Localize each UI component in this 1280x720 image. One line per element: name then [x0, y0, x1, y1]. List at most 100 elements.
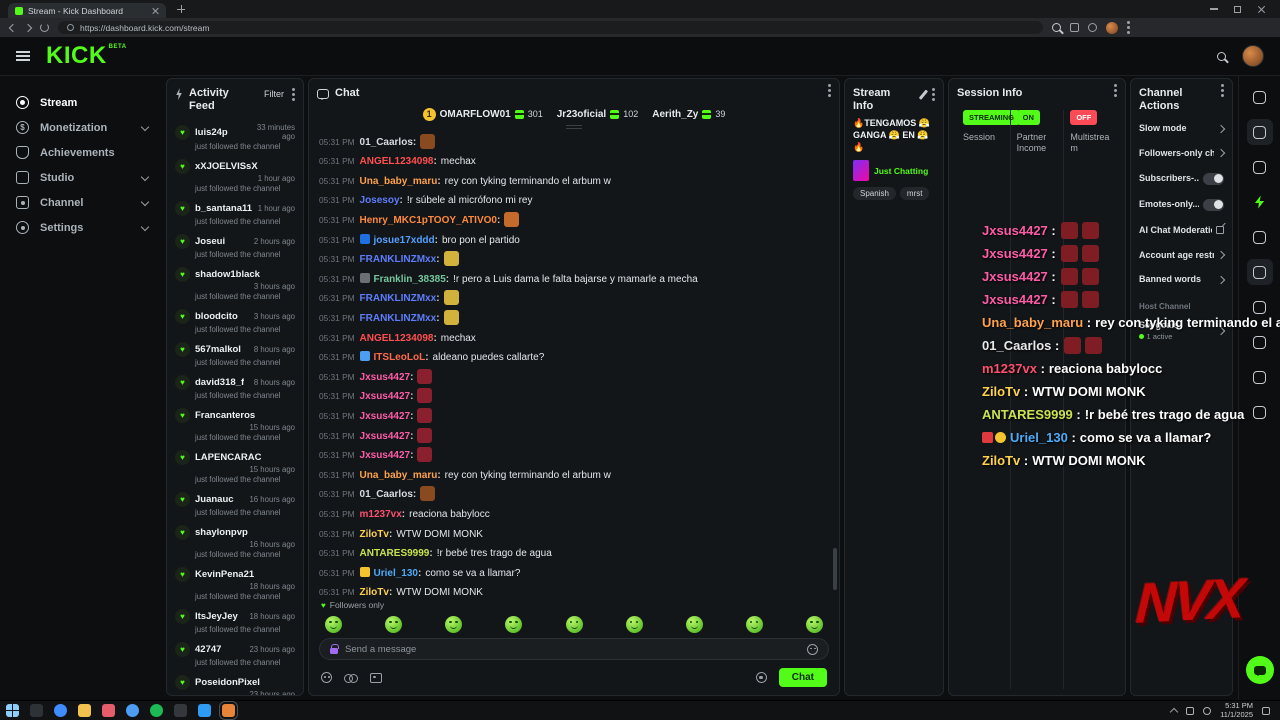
- message-username[interactable]: ANGEL1234098: [360, 333, 441, 344]
- activity-item[interactable]: 567malkol 8 hours ago just followed the …: [175, 339, 295, 370]
- notifications-icon[interactable]: [1262, 706, 1270, 715]
- follower-name[interactable]: b_santana11: [195, 203, 253, 215]
- message-input[interactable]: [345, 643, 800, 655]
- quick-emote-icon[interactable]: [325, 615, 342, 633]
- message-username[interactable]: Jxsus4427: [360, 411, 418, 422]
- vscode-icon[interactable]: [198, 704, 211, 717]
- activity-item[interactable]: shaylonpvp 16 hours ago just followed th…: [175, 522, 295, 562]
- mail-icon[interactable]: [102, 704, 115, 717]
- browser-active-icon[interactable]: [219, 701, 238, 720]
- edge-icon[interactable]: [54, 704, 67, 717]
- browser-search-icon[interactable]: [1052, 23, 1061, 32]
- community-icon[interactable]: [1247, 399, 1273, 425]
- leaderboard-name[interactable]: OMARFLOW01: [439, 108, 511, 120]
- channel-action-row[interactable]: Banned words: [1131, 267, 1232, 292]
- toggle-switch[interactable]: [1203, 198, 1224, 211]
- session-column-label[interactable]: Session: [963, 131, 996, 142]
- quick-emote-icon[interactable]: [745, 615, 763, 633]
- quick-emote-icon[interactable]: [505, 615, 523, 633]
- emote-menu-icon[interactable]: [321, 672, 332, 683]
- search-icon[interactable]: [30, 704, 43, 717]
- browser-menu-icon[interactable]: [1127, 26, 1130, 29]
- message-username[interactable]: Franklin_38385: [374, 274, 454, 285]
- quick-emote-icon[interactable]: [685, 615, 703, 633]
- quick-emote-icon[interactable]: [445, 615, 463, 633]
- follower-name[interactable]: ItsJeyJey: [195, 611, 238, 623]
- message-username[interactable]: FRANKLINZMxx: [360, 313, 444, 324]
- activity-item[interactable]: Juanauc 16 hours ago just followed the c…: [175, 489, 295, 520]
- message-username[interactable]: Una_baby_maru: [360, 176, 445, 187]
- close-icon[interactable]: [1257, 5, 1266, 14]
- reload-icon[interactable]: [40, 23, 49, 32]
- url-bar[interactable]: https://dashboard.kick.com/stream: [58, 21, 1043, 34]
- follower-name[interactable]: PoseidonPixel: [195, 677, 260, 689]
- emoji-picker-icon[interactable]: [807, 643, 818, 655]
- tray-expand-icon[interactable]: [1169, 707, 1179, 716]
- follower-name[interactable]: bloodcito: [195, 311, 238, 323]
- tab-close-icon[interactable]: [151, 7, 159, 15]
- network-icon[interactable]: [1186, 706, 1195, 715]
- info-icon[interactable]: [1247, 84, 1273, 110]
- layout-icon[interactable]: [1247, 329, 1273, 355]
- forward-icon[interactable]: [23, 23, 33, 32]
- search-icon[interactable]: [1217, 51, 1226, 61]
- multistream-icon[interactable]: [1247, 294, 1273, 320]
- follower-name[interactable]: david318_f: [195, 377, 245, 389]
- leaderboard-name[interactable]: Jr23oficial: [556, 108, 607, 120]
- message-username[interactable]: ANGEL1234098: [360, 156, 441, 167]
- hamburger-menu-icon[interactable]: [16, 51, 30, 61]
- start-icon[interactable]: [6, 704, 19, 717]
- message-username[interactable]: FRANKLINZMxx: [360, 293, 444, 304]
- chat-scrollbar[interactable]: [833, 548, 837, 590]
- support-chat-button[interactable]: [1245, 656, 1274, 684]
- activity-item[interactable]: b_santana11 1 hour ago just followed the…: [175, 198, 295, 229]
- minimize-icon[interactable]: [1210, 8, 1218, 10]
- chat-settings-icon[interactable]: [755, 672, 767, 683]
- session-menu-icon[interactable]: [1114, 89, 1117, 92]
- dashboard-icon[interactable]: [1247, 154, 1273, 180]
- user-avatar[interactable]: [1242, 45, 1264, 67]
- message-username[interactable]: ZiloTv: [360, 529, 397, 540]
- stream-tag[interactable]: mrst: [899, 187, 930, 201]
- follower-name[interactable]: LAPENCARACING: [195, 452, 261, 464]
- quick-emote-icon[interactable]: [625, 615, 643, 633]
- follower-name[interactable]: KevinPena21: [195, 569, 255, 581]
- toggle-switch[interactable]: [1203, 172, 1224, 185]
- activity-item[interactable]: shadow1black 3 hours ago just followed t…: [175, 264, 295, 304]
- activity-item[interactable]: PoseidonPixel 23 hours ago just followed…: [175, 672, 295, 695]
- bookmark-icon[interactable]: [1088, 23, 1097, 32]
- message-username[interactable]: FRANKLINZMxx: [360, 254, 444, 265]
- channel-action-row[interactable]: Slow mode: [1131, 116, 1232, 141]
- activity-item[interactable]: LAPENCARACING 15 hours ago just followed…: [175, 447, 295, 487]
- message-username[interactable]: Henry_MKC1pTOOY_ATIVO0: [360, 215, 505, 226]
- back-icon[interactable]: [8, 23, 18, 32]
- message-username[interactable]: Jxsus4427: [360, 431, 418, 442]
- image-upload-icon[interactable]: [370, 672, 382, 683]
- message-username[interactable]: Jxsus4427: [360, 372, 418, 383]
- message-username[interactable]: Josesoy: [360, 195, 407, 206]
- extensions-icon[interactable]: [1070, 23, 1079, 32]
- browser-tab[interactable]: Stream - Kick Dashboard: [8, 3, 166, 18]
- channel-actions-menu-icon[interactable]: [1221, 89, 1224, 92]
- combos-icon[interactable]: [344, 674, 358, 683]
- channel-action-row[interactable]: Followers-only ch: [1131, 141, 1232, 166]
- chat-resize-handle[interactable]: [309, 123, 839, 131]
- channel-action-row[interactable]: Emotes-only...: [1131, 192, 1232, 218]
- activity-item[interactable]: ItsJeyJey 18 hours ago just followed the…: [175, 606, 295, 637]
- browser-profile-avatar[interactable]: [1106, 21, 1118, 34]
- message-username[interactable]: Jxsus4427: [360, 391, 418, 402]
- message-username[interactable]: Jxsus4427: [360, 450, 418, 461]
- message-username[interactable]: 01_Caarlos: [360, 137, 421, 148]
- channel-action-row[interactable]: Account age restr: [1131, 243, 1232, 268]
- chrome-icon[interactable]: [126, 704, 139, 717]
- sidebar-item[interactable]: Monetization: [0, 115, 164, 140]
- quick-emote-icon[interactable]: [565, 615, 583, 633]
- quick-emote-icon[interactable]: [385, 615, 403, 633]
- edit-icon[interactable]: [1246, 119, 1273, 145]
- follower-name[interactable]: Francanteros: [195, 410, 256, 422]
- sidebar-item[interactable]: Settings: [0, 215, 164, 240]
- activity-item[interactable]: Joseui 2 hours ago just followed the cha…: [175, 231, 295, 262]
- file-explorer-icon[interactable]: [78, 704, 91, 717]
- channel-action-row[interactable]: AI Chat Moderation: [1131, 218, 1232, 243]
- message-username[interactable]: Una_baby_maru: [360, 470, 445, 481]
